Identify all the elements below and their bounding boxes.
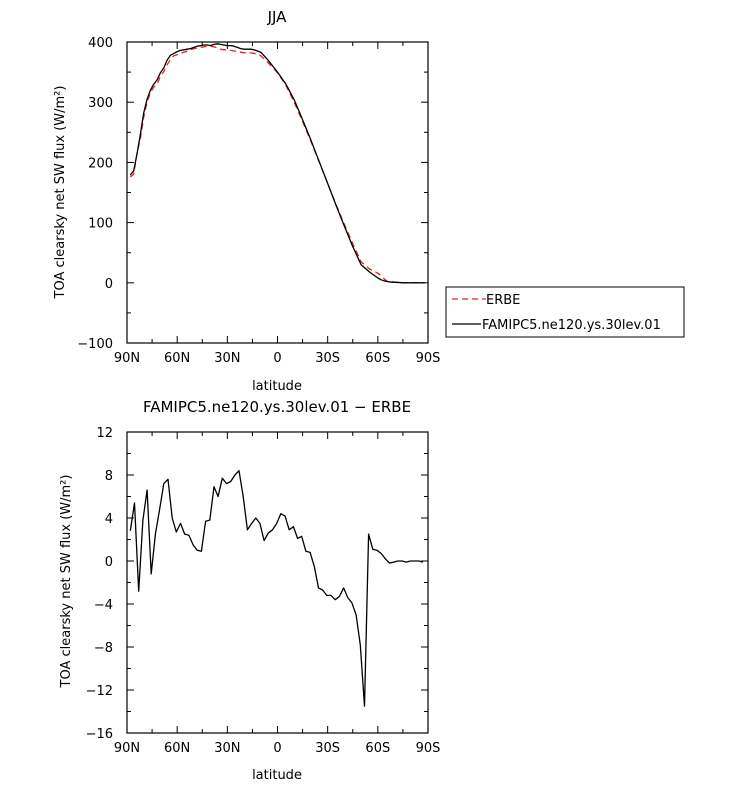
- top-x-axis-label: latitude: [252, 379, 302, 394]
- top-x-tick-label: 60N: [164, 351, 190, 366]
- top-series-line-1: [129, 43, 425, 284]
- bottom-plot-area: 90N 60N 30N 0 30S 60S 90S −16 −12 −8 −4 0 4 8 12: [86, 426, 441, 756]
- top-panel-title: JJA: [267, 8, 288, 26]
- top-y-tick-label: 0: [105, 277, 113, 292]
- top-plot-area: 90N 60N 30N 0 30S 60S 90S −100 0 100 200 300 400: [77, 36, 440, 366]
- bottom-x-tick-label: 90N: [114, 741, 140, 756]
- top-x-tick-label: 90S: [416, 351, 441, 366]
- bottom-series-line-0: [129, 470, 424, 707]
- bottom-x-tick-label: 60N: [164, 741, 190, 756]
- top-y-tick-label: −100: [77, 337, 113, 352]
- bottom-x-tick-label: 60S: [365, 741, 390, 756]
- legend-box: [445, 286, 685, 338]
- bottom-x-tick-label: 30S: [315, 741, 340, 756]
- bottom-panel: FAMIPC5.ne120.ys.30lev.01 − ERBE 90N 60N 3…: [59, 398, 440, 783]
- bottom-y-tick-label: 8: [105, 469, 113, 484]
- top-y-axis-label: TOA clearsky net SW flux (W/m²): [53, 86, 68, 300]
- bottom-x-tick-label: 90S: [416, 741, 441, 756]
- legend-label-model: FAMIPC5.ne120.ys.30lev.01: [482, 318, 661, 333]
- top-y-tick-label: 400: [88, 36, 113, 51]
- legend: ERBE FAMIPC5.ne120.ys.30lev.01: [445, 286, 685, 338]
- bottom-y-tick-label: −4: [94, 598, 113, 613]
- legend-label-erbe: ERBE: [486, 293, 520, 308]
- bottom-y-tick-label: 12: [96, 426, 113, 441]
- top-x-tick-label: 30S: [315, 351, 340, 366]
- bottom-x-tick-label: 30N: [214, 741, 240, 756]
- top-x-tick-label: 60S: [365, 351, 390, 366]
- top-y-tick-label: 200: [88, 156, 113, 171]
- top-plot-frame: [126, 41, 429, 344]
- top-x-tick-label: 0: [273, 351, 281, 366]
- bottom-y-axis-label: TOA clearsky net SW flux (W/m²): [59, 475, 74, 689]
- top-panel: JJA 90N 60N 30N 0 30S 60S 90S −100 0 100 200 300 400…: [53, 8, 685, 394]
- bottom-y-tick-label: 4: [105, 512, 113, 527]
- bottom-plot-frame: [126, 431, 429, 734]
- bottom-x-axis-label: latitude: [252, 768, 302, 783]
- top-x-tick-label: 90N: [114, 351, 140, 366]
- bottom-y-tick-label: −8: [94, 641, 113, 656]
- top-y-tick-label: 100: [88, 217, 113, 232]
- bottom-x-tick-label: 0: [273, 741, 281, 756]
- bottom-y-tick-label: 0: [105, 555, 113, 570]
- top-series-line-0: [129, 45, 425, 284]
- bottom-y-tick-label: −12: [86, 684, 113, 699]
- top-x-tick-label: 30N: [214, 351, 240, 366]
- top-y-tick-label: 300: [88, 96, 113, 111]
- bottom-y-tick-label: −16: [86, 727, 113, 742]
- bottom-panel-title: FAMIPC5.ne120.ys.30lev.01 − ERBE: [143, 398, 411, 416]
